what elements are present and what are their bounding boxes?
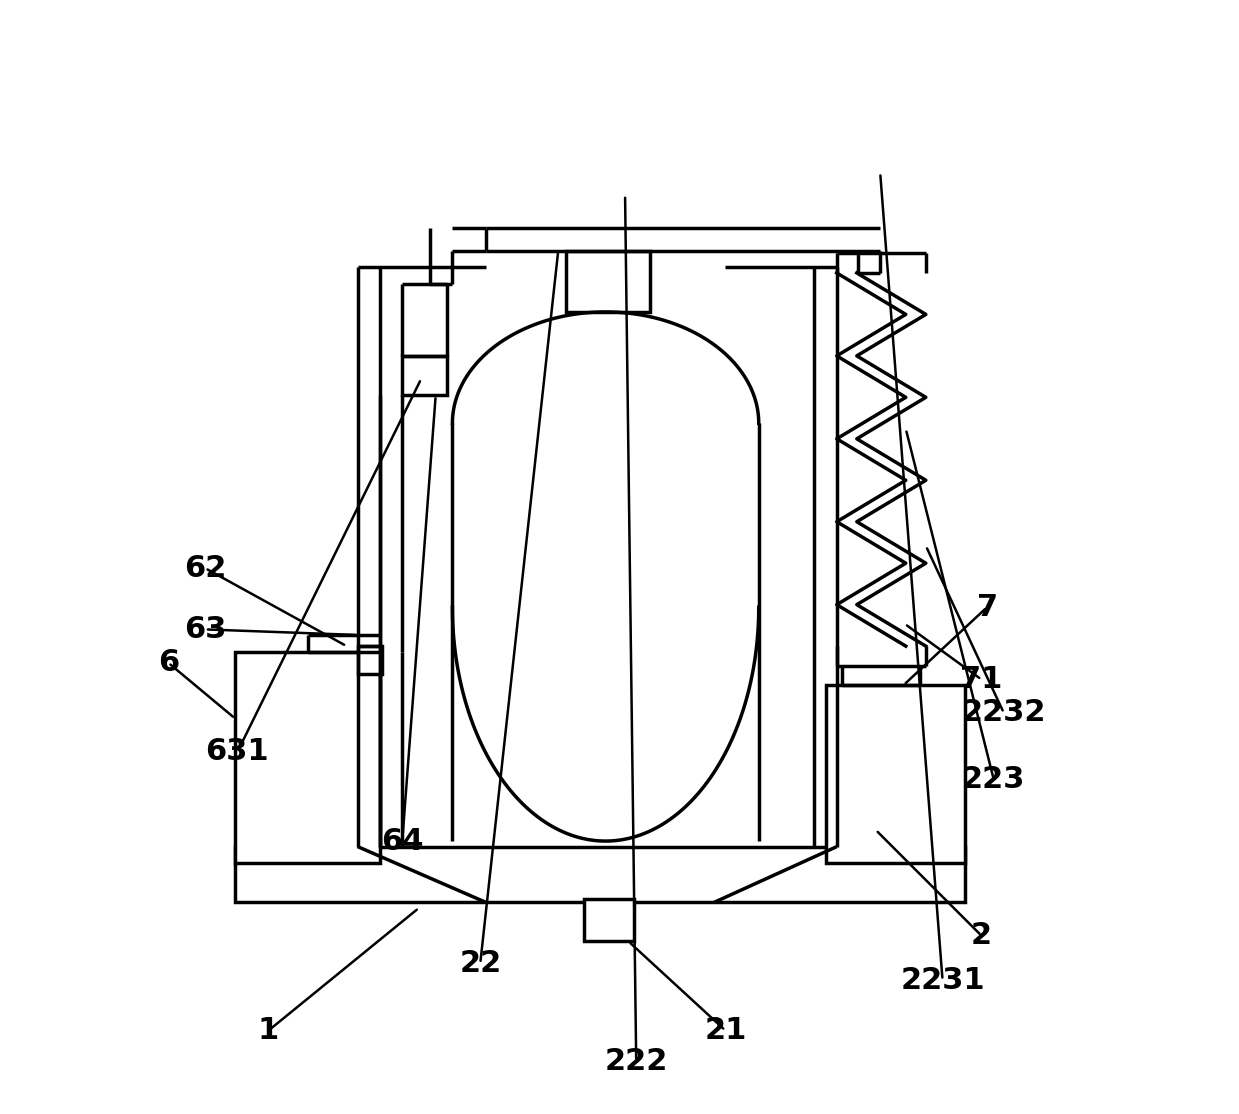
Bar	[235, 847, 965, 902]
Text: 2: 2	[971, 921, 992, 950]
Text: 2231: 2231	[901, 966, 985, 995]
Text: 22: 22	[460, 949, 502, 978]
Text: 7: 7	[976, 593, 997, 622]
Bar	[235, 652, 380, 863]
Text: 71: 71	[960, 665, 1002, 694]
Bar	[825, 685, 965, 863]
Text: 222: 222	[605, 1047, 668, 1076]
Bar	[584, 899, 634, 941]
Text: 1: 1	[258, 1016, 279, 1045]
Text: 2232: 2232	[961, 698, 1046, 727]
Text: 62: 62	[183, 554, 227, 583]
Text: 21: 21	[704, 1016, 747, 1045]
Text: 63: 63	[183, 615, 227, 644]
Bar	[566, 251, 649, 312]
Bar	[358, 646, 382, 674]
Text: 6: 6	[157, 648, 178, 677]
Text: 631: 631	[206, 737, 269, 766]
Text: 64: 64	[382, 827, 424, 856]
Bar	[403, 356, 447, 395]
Text: 223: 223	[963, 765, 1026, 794]
